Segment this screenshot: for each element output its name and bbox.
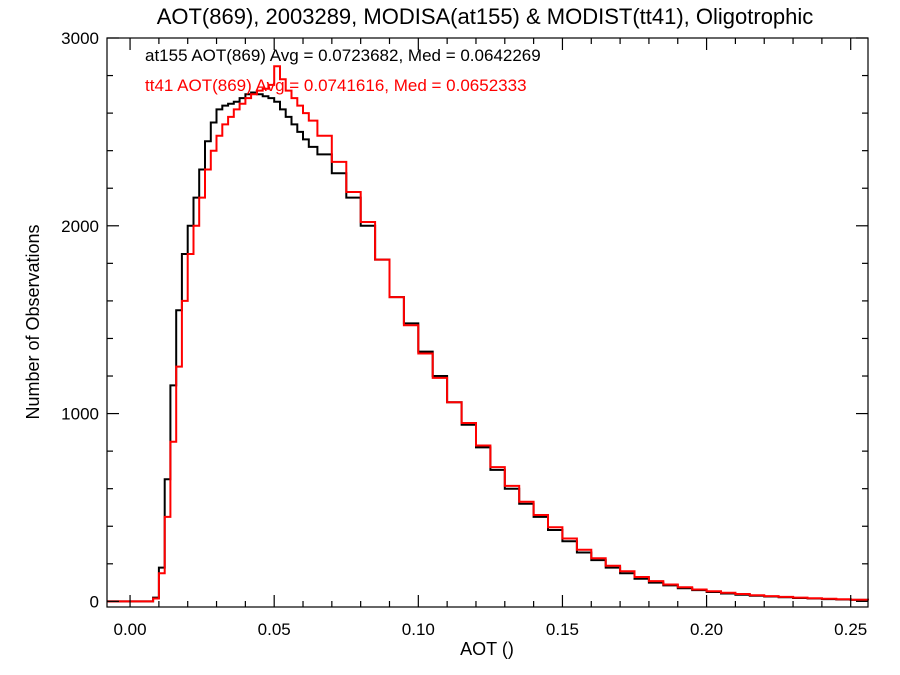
x-tick-label: 0.05 bbox=[258, 620, 291, 639]
x-axis-label: AOT () bbox=[460, 639, 514, 659]
x-tick-label: 0.15 bbox=[546, 620, 579, 639]
plot-frame bbox=[106, 37, 869, 608]
chart-title: AOT(869), 2003289, MODISA(at155) & MODIS… bbox=[157, 4, 814, 29]
annotation-at155: at155 AOT(869) Avg = 0.0723682, Med = 0.… bbox=[145, 46, 541, 65]
y-ticks: 0 1000 2000 3000 bbox=[61, 29, 868, 611]
x-tick-label: 0.20 bbox=[690, 620, 723, 639]
annotation-tt41: tt41 AOT(869) Avg = 0.0741616, Med = 0.0… bbox=[145, 76, 527, 95]
x-tick-label: 0.00 bbox=[114, 620, 147, 639]
series-line-tt41 bbox=[107, 65, 869, 603]
x-tick-label: 0.10 bbox=[402, 620, 435, 639]
y-tick-label: 1000 bbox=[61, 405, 99, 424]
y-tick-label: 2000 bbox=[61, 217, 99, 236]
x-tick-label: 0.25 bbox=[834, 620, 867, 639]
y-tick-label: 0 bbox=[90, 592, 99, 611]
y-tick-label: 3000 bbox=[61, 29, 99, 48]
series-group bbox=[107, 65, 869, 603]
x-ticks: 0.00 0.05 0.10 0.15 0.20 0.25 bbox=[114, 38, 867, 639]
y-axis-label: Number of Observations bbox=[23, 224, 43, 419]
